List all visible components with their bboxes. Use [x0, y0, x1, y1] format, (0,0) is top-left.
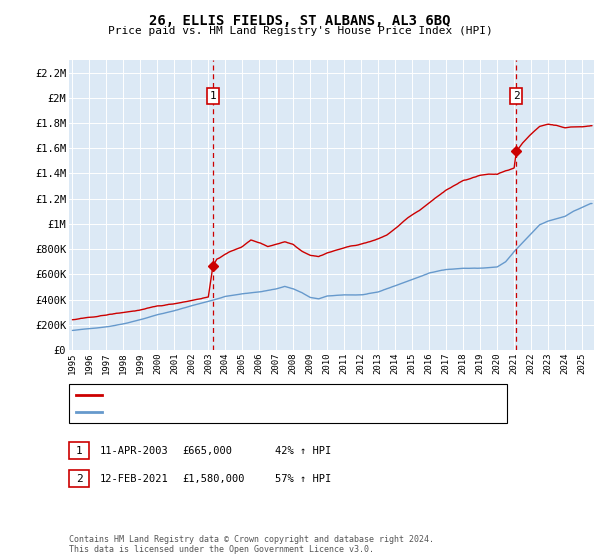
- Text: 57% ↑ HPI: 57% ↑ HPI: [275, 474, 332, 484]
- Text: 12-FEB-2021: 12-FEB-2021: [100, 474, 169, 484]
- Text: Contains HM Land Registry data © Crown copyright and database right 2024.
This d: Contains HM Land Registry data © Crown c…: [69, 535, 434, 554]
- Text: £1,580,000: £1,580,000: [182, 474, 245, 484]
- Text: 2: 2: [513, 91, 520, 101]
- Text: 26, ELLIS FIELDS, ST ALBANS, AL3 6BQ: 26, ELLIS FIELDS, ST ALBANS, AL3 6BQ: [149, 14, 451, 28]
- Text: Price paid vs. HM Land Registry's House Price Index (HPI): Price paid vs. HM Land Registry's House …: [107, 26, 493, 36]
- Text: 2: 2: [76, 474, 83, 484]
- Text: HPI: Average price, detached house, St Albans: HPI: Average price, detached house, St A…: [106, 407, 371, 417]
- Text: 1: 1: [76, 446, 83, 456]
- Text: 1: 1: [209, 91, 216, 101]
- Text: 26, ELLIS FIELDS, ST ALBANS, AL3 6BQ (detached house): 26, ELLIS FIELDS, ST ALBANS, AL3 6BQ (de…: [106, 390, 418, 400]
- Text: £665,000: £665,000: [182, 446, 232, 456]
- Text: 42% ↑ HPI: 42% ↑ HPI: [275, 446, 332, 456]
- Text: 11-APR-2003: 11-APR-2003: [100, 446, 169, 456]
